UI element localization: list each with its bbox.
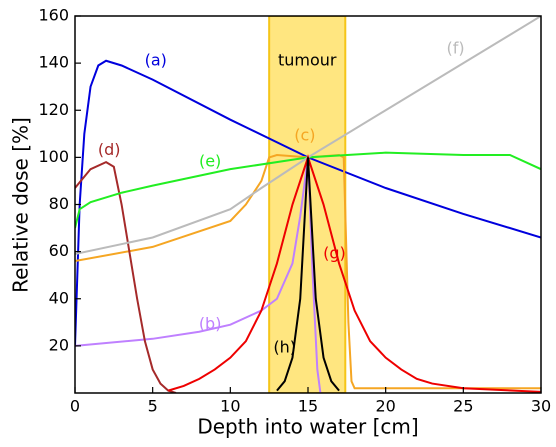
y-tick-label: 100 bbox=[38, 147, 69, 166]
lines-layer bbox=[75, 16, 541, 393]
dose-curve bbox=[75, 151, 541, 229]
y-tick-label: 20 bbox=[49, 335, 69, 354]
y-tick-label: 140 bbox=[38, 53, 69, 72]
curve-label: (h) bbox=[273, 338, 296, 357]
y-tick-label: 40 bbox=[49, 288, 69, 307]
y-tick-label: 80 bbox=[49, 194, 69, 213]
curve-label: (a) bbox=[145, 50, 167, 69]
x-axis-label: Depth into water [cm] bbox=[197, 415, 418, 439]
x-tick-label: 30 bbox=[531, 397, 551, 416]
dose-curve bbox=[167, 154, 541, 393]
x-tick-label: 15 bbox=[298, 397, 318, 416]
x-tick-label: 25 bbox=[453, 397, 473, 416]
x-tick-label: 5 bbox=[148, 397, 158, 416]
dose-curve bbox=[75, 154, 541, 390]
dose-curve bbox=[75, 160, 177, 393]
curve-label: (f) bbox=[447, 38, 465, 57]
y-tick-label: 120 bbox=[38, 100, 69, 119]
curve-label: (g) bbox=[323, 243, 346, 262]
dose-curve bbox=[276, 157, 340, 392]
x-tick-label: 0 bbox=[70, 397, 80, 416]
band-label: tumour bbox=[278, 50, 337, 69]
tumour-band bbox=[268, 16, 347, 393]
dose-curve bbox=[75, 16, 541, 255]
curve-label: (d) bbox=[98, 140, 121, 159]
y-axis-label: Relative dose [%] bbox=[9, 117, 33, 293]
y-tick-label: 160 bbox=[38, 6, 69, 25]
x-tick-label: 10 bbox=[220, 397, 240, 416]
x-tick-label: 20 bbox=[375, 397, 395, 416]
curve-label: (c) bbox=[294, 126, 315, 145]
y-tick-label: 60 bbox=[49, 241, 69, 260]
dose-curve bbox=[75, 59, 541, 346]
band-layer bbox=[268, 16, 347, 393]
dose-curve bbox=[75, 157, 322, 393]
curve-label: (b) bbox=[199, 314, 222, 333]
curve-label: (e) bbox=[199, 152, 221, 171]
